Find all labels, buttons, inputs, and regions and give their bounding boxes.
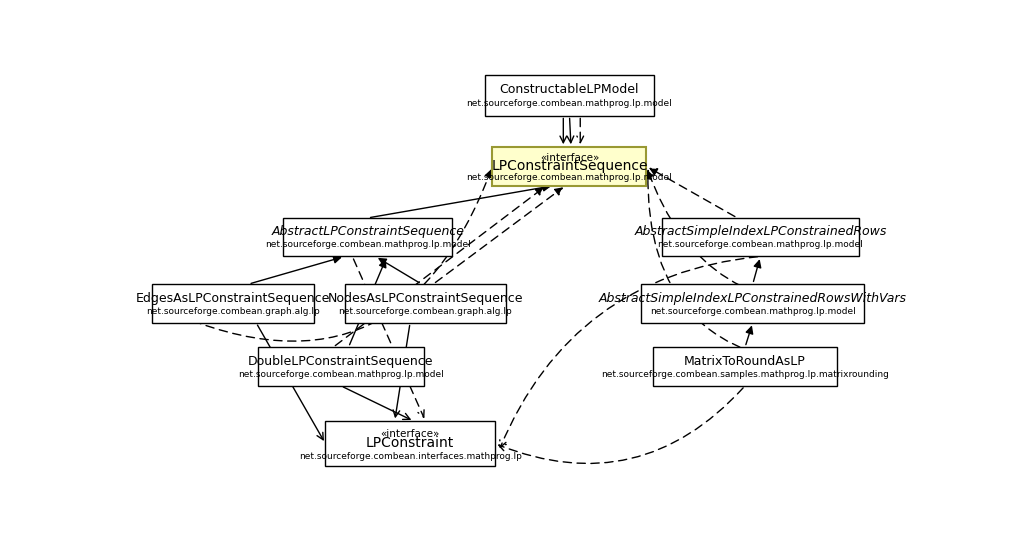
Bar bbox=[492, 147, 646, 185]
Text: AbstractLPConstraintSequence: AbstractLPConstraintSequence bbox=[271, 225, 464, 238]
Bar bbox=[652, 347, 837, 386]
Bar bbox=[283, 218, 452, 257]
Text: LPConstraint: LPConstraint bbox=[366, 436, 454, 450]
Text: «interface»: «interface» bbox=[380, 429, 440, 439]
Text: AbstractSimpleIndexLPConstrainedRows: AbstractSimpleIndexLPConstrainedRows bbox=[634, 225, 886, 238]
Bar bbox=[661, 218, 857, 257]
Bar bbox=[258, 347, 424, 386]
Text: AbstractSimpleIndexLPConstrainedRowsWithVars: AbstractSimpleIndexLPConstrainedRowsWith… bbox=[599, 291, 906, 305]
Text: net.sourceforge.combean.mathprog.lp.model: net.sourceforge.combean.mathprog.lp.mode… bbox=[265, 240, 470, 250]
Text: net.sourceforge.combean.mathprog.lp.model: net.sourceforge.combean.mathprog.lp.mode… bbox=[657, 240, 862, 250]
Bar bbox=[326, 421, 494, 466]
Text: net.sourceforge.combean.graph.alg.lp: net.sourceforge.combean.graph.alg.lp bbox=[339, 306, 512, 316]
Text: net.sourceforge.combean.mathprog.lp.model: net.sourceforge.combean.mathprog.lp.mode… bbox=[649, 306, 854, 316]
Text: net.sourceforge.combean.mathprog.lp.model: net.sourceforge.combean.mathprog.lp.mode… bbox=[466, 173, 671, 182]
Text: net.sourceforge.combean.mathprog.lp.model: net.sourceforge.combean.mathprog.lp.mode… bbox=[466, 99, 671, 108]
Text: LPConstraintSequence: LPConstraintSequence bbox=[490, 158, 647, 173]
Text: ConstructableLPModel: ConstructableLPModel bbox=[499, 83, 639, 97]
Bar bbox=[640, 284, 863, 323]
Text: net.sourceforge.combean.mathprog.lp.model: net.sourceforge.combean.mathprog.lp.mode… bbox=[238, 370, 443, 379]
Text: net.sourceforge.combean.graph.alg.lp: net.sourceforge.combean.graph.alg.lp bbox=[146, 306, 319, 316]
Bar bbox=[152, 284, 313, 323]
Text: NodesAsLPConstraintSequence: NodesAsLPConstraintSequence bbox=[328, 291, 523, 305]
Text: net.sourceforge.combean.interfaces.mathprog.lp: net.sourceforge.combean.interfaces.mathp… bbox=[298, 452, 521, 460]
Text: net.sourceforge.combean.samples.mathprog.lp.matrixrounding: net.sourceforge.combean.samples.mathprog… bbox=[601, 370, 888, 379]
Text: EdgesAsLPConstraintSequence: EdgesAsLPConstraintSequence bbox=[135, 291, 330, 305]
Text: DoubleLPConstraintSequence: DoubleLPConstraintSequence bbox=[248, 354, 433, 368]
Text: «interface»: «interface» bbox=[539, 153, 599, 163]
Bar bbox=[484, 76, 653, 115]
Text: MatrixToRoundAsLP: MatrixToRoundAsLP bbox=[683, 354, 805, 368]
Bar bbox=[345, 284, 506, 323]
